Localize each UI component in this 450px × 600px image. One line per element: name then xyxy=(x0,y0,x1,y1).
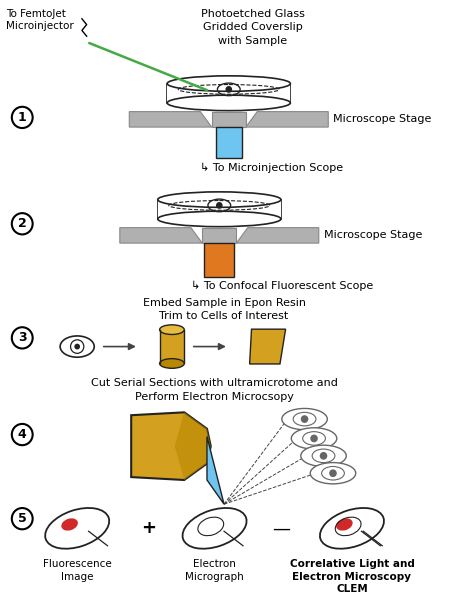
Polygon shape xyxy=(246,112,328,127)
Bar xyxy=(204,243,234,277)
Bar xyxy=(216,127,242,158)
Ellipse shape xyxy=(158,192,281,208)
Polygon shape xyxy=(207,436,224,504)
Polygon shape xyxy=(131,412,211,480)
Circle shape xyxy=(12,107,33,128)
Ellipse shape xyxy=(167,76,290,91)
Text: ↳ To Microinjection Scope: ↳ To Microinjection Scope xyxy=(200,163,343,173)
Text: —: — xyxy=(272,520,290,538)
Bar xyxy=(167,83,290,103)
Ellipse shape xyxy=(336,518,353,530)
Ellipse shape xyxy=(167,95,290,110)
Text: 2: 2 xyxy=(18,217,27,230)
Circle shape xyxy=(12,213,33,235)
Circle shape xyxy=(74,344,80,349)
Polygon shape xyxy=(250,329,286,364)
Ellipse shape xyxy=(158,211,281,227)
Bar xyxy=(212,112,246,127)
Circle shape xyxy=(216,202,223,209)
Circle shape xyxy=(320,452,327,460)
Circle shape xyxy=(329,469,337,477)
Bar xyxy=(202,227,236,243)
Circle shape xyxy=(225,86,232,93)
Ellipse shape xyxy=(310,463,356,484)
Circle shape xyxy=(301,415,308,423)
Polygon shape xyxy=(175,412,211,480)
Text: Photoetched Glass
Gridded Coverslip
with Sample: Photoetched Glass Gridded Coverslip with… xyxy=(201,9,304,46)
Text: 3: 3 xyxy=(18,331,27,344)
Bar xyxy=(158,200,281,219)
Circle shape xyxy=(310,434,318,442)
Text: Microscope Stage: Microscope Stage xyxy=(324,230,422,241)
Text: +: + xyxy=(141,520,156,538)
Circle shape xyxy=(12,327,33,349)
Text: 1: 1 xyxy=(18,111,27,124)
Circle shape xyxy=(12,424,33,445)
Text: Embed Sample in Epon Resin
Trim to Cells of Interest: Embed Sample in Epon Resin Trim to Cells… xyxy=(143,298,306,322)
Text: 4: 4 xyxy=(18,428,27,441)
Text: Fluorescence
Image: Fluorescence Image xyxy=(43,559,112,581)
Bar xyxy=(160,329,184,364)
Ellipse shape xyxy=(160,325,184,334)
Ellipse shape xyxy=(61,518,78,530)
Polygon shape xyxy=(236,227,319,243)
Polygon shape xyxy=(120,227,202,243)
Text: Correlative Light and
Electron Microscopy
CLEM: Correlative Light and Electron Microscop… xyxy=(289,559,414,594)
Polygon shape xyxy=(129,112,211,127)
Ellipse shape xyxy=(282,409,327,430)
Ellipse shape xyxy=(301,445,346,466)
Text: Electron
Micrograph: Electron Micrograph xyxy=(185,559,244,581)
Text: ↳ To Confocal Fluorescent Scope: ↳ To Confocal Fluorescent Scope xyxy=(191,281,373,291)
Ellipse shape xyxy=(291,428,337,449)
Text: 5: 5 xyxy=(18,512,27,525)
Text: Cut Serial Sections with ultramicrotome and
Perform Electron Microcsopy: Cut Serial Sections with ultramicrotome … xyxy=(91,379,338,401)
Text: To FemtoJet
Microinjector: To FemtoJet Microinjector xyxy=(6,9,74,31)
Circle shape xyxy=(12,508,33,529)
Text: Microscope Stage: Microscope Stage xyxy=(333,115,432,124)
Ellipse shape xyxy=(160,359,184,368)
